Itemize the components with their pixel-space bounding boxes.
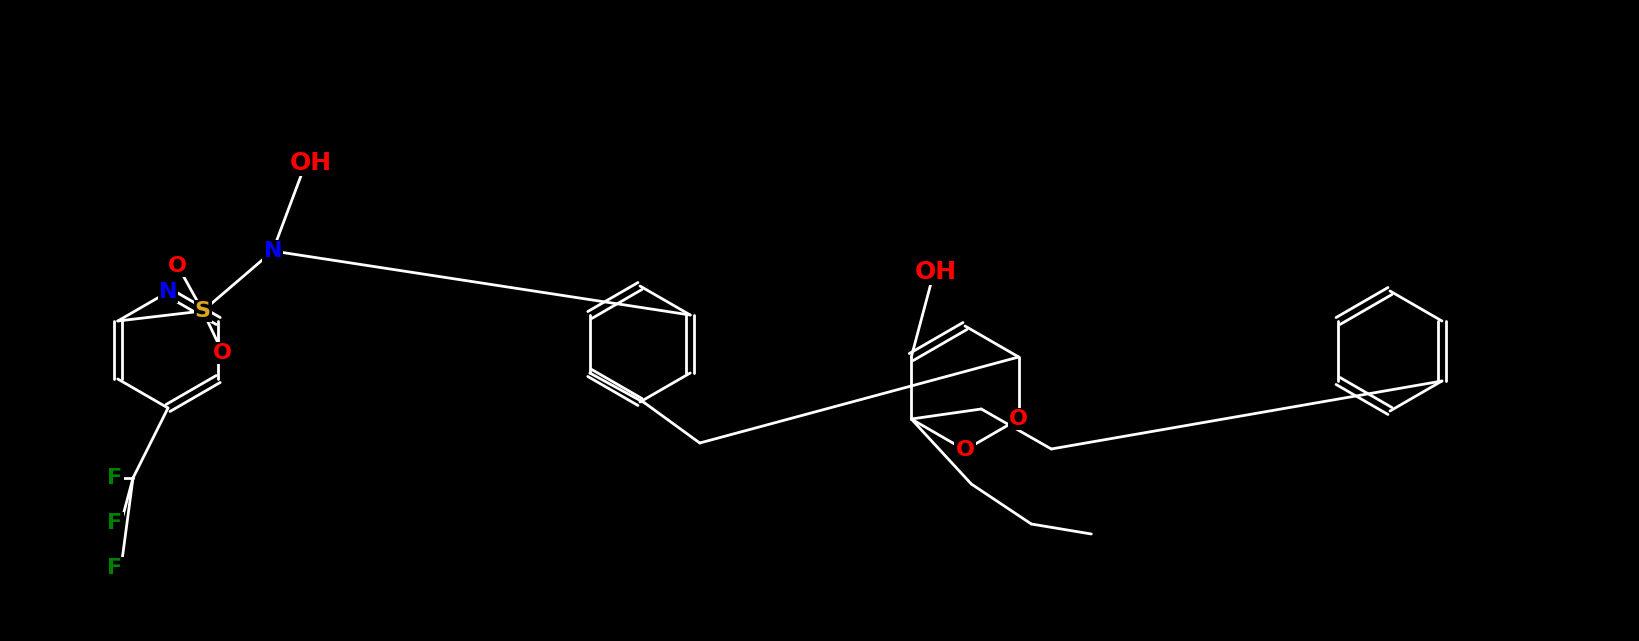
Text: O: O xyxy=(169,256,187,276)
Text: O: O xyxy=(213,343,233,363)
Text: N: N xyxy=(264,241,282,261)
Text: O: O xyxy=(956,440,974,460)
Text: F: F xyxy=(108,468,123,488)
Text: O: O xyxy=(1008,409,1028,429)
Text: F: F xyxy=(108,513,123,533)
Text: S: S xyxy=(195,301,211,321)
Text: F: F xyxy=(108,558,123,578)
Text: N: N xyxy=(159,282,177,302)
Text: OH: OH xyxy=(290,151,331,175)
Text: OH: OH xyxy=(915,260,957,284)
